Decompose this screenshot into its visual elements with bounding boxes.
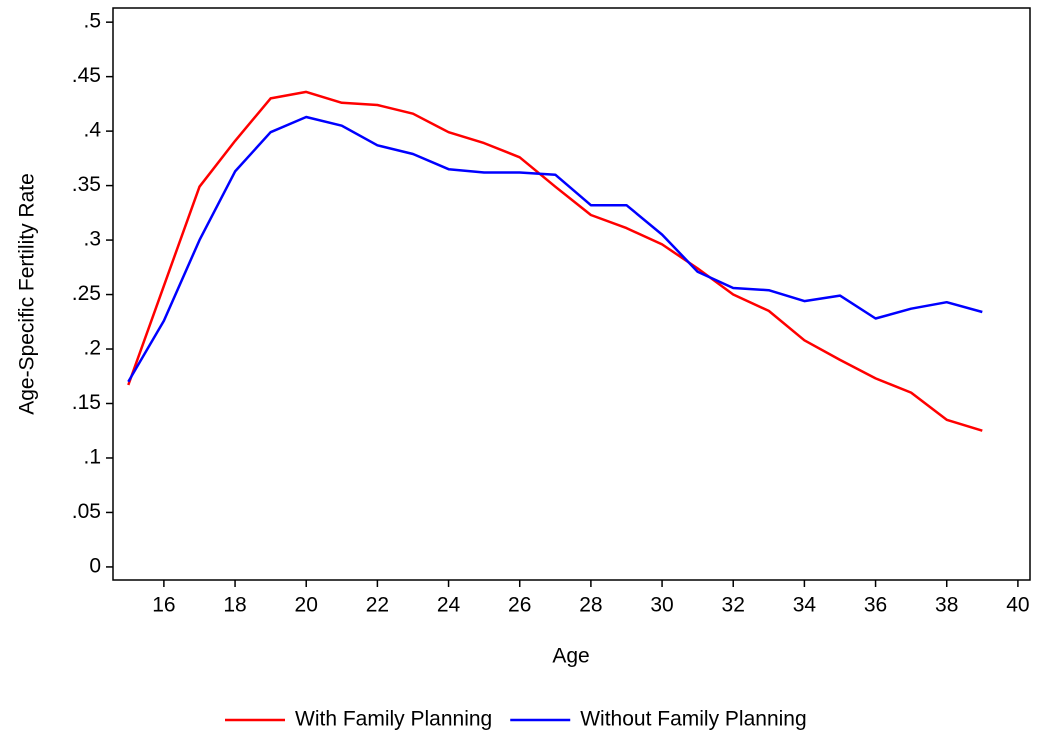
y-tick-label: .35 — [72, 173, 101, 196]
y-tick-label: 0 — [89, 554, 101, 577]
x-tick-label: 26 — [508, 594, 531, 617]
y-tick-label: .5 — [83, 10, 101, 33]
series-line — [127, 115, 983, 383]
y-tick-label: .45 — [72, 64, 101, 87]
plot-frame — [112, 7, 1031, 581]
y-tick-label: .05 — [72, 500, 101, 523]
x-tick-label: 32 — [722, 594, 745, 617]
y-tick-label: .15 — [72, 391, 101, 414]
x-tick-label: 24 — [437, 594, 461, 617]
legend-label: With Family Planning — [295, 708, 492, 731]
x-tick-label: 18 — [223, 594, 246, 617]
x-tick-label: 36 — [864, 594, 887, 617]
y-tick-label: .3 — [83, 228, 101, 251]
y-tick-label: .25 — [72, 282, 101, 305]
x-axis-label: Age — [552, 645, 589, 668]
y-tick-label: .2 — [83, 337, 101, 360]
y-tick-label: .1 — [83, 446, 101, 469]
y-tick-label: .4 — [83, 119, 101, 142]
x-tick-label: 22 — [366, 594, 389, 617]
x-tick-label: 40 — [1006, 594, 1029, 617]
x-tick-label: 16 — [152, 594, 175, 617]
x-tick-label: 34 — [793, 594, 817, 617]
y-axis-label: Age-Specific Fertility Rate — [16, 173, 39, 415]
x-tick-label: 38 — [935, 594, 958, 617]
x-tick-label: 28 — [579, 594, 602, 617]
x-tick-label: 20 — [295, 594, 318, 617]
legend-label: Without Family Planning — [580, 708, 806, 731]
x-tick-label: 30 — [650, 594, 673, 617]
series-line — [127, 90, 983, 432]
